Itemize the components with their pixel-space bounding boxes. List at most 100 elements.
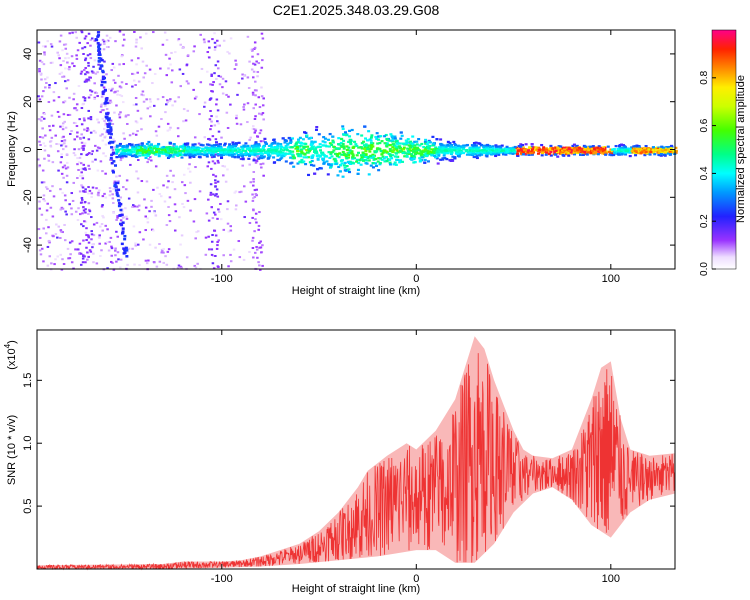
heatmap-cell — [349, 138, 353, 142]
heatmap-cell — [271, 151, 275, 154]
heatmap-cell — [255, 248, 259, 251]
heatmap-cell — [156, 98, 160, 101]
heatmap-cell — [152, 260, 156, 263]
heatmap-cell — [584, 145, 588, 148]
heatmap-cell — [116, 216, 119, 219]
heatmap-cell — [217, 161, 220, 164]
heatmap-cell — [86, 258, 89, 261]
heatmap-cell — [114, 247, 117, 250]
heatmap-cell — [260, 155, 264, 158]
heatmap-cell — [104, 122, 107, 125]
heatmap-cell — [103, 76, 107, 80]
heatmap-cell — [150, 151, 154, 154]
heatmap-cell — [254, 103, 257, 106]
heatmap-cell — [244, 149, 248, 153]
heatmap-cell — [345, 165, 349, 168]
heatmap-cell — [226, 208, 229, 211]
heatmap-cell — [61, 125, 65, 128]
heatmap-cell — [246, 35, 250, 38]
heatmap-cell — [257, 147, 261, 150]
heatmap-cell — [83, 200, 87, 203]
heatmap-cell — [208, 118, 212, 121]
heatmap-cell — [391, 143, 395, 146]
heatmap-cell — [210, 207, 214, 210]
heatmap-cell — [154, 150, 158, 154]
heatmap-cell — [58, 72, 62, 75]
heatmap-cell — [48, 129, 52, 132]
heatmap-cell — [210, 120, 213, 123]
heatmap-cell — [212, 81, 215, 84]
heatmap-cell — [49, 61, 53, 64]
heatmap-cell — [85, 234, 88, 237]
heatmap-cell — [195, 231, 198, 234]
heatmap-cell — [70, 261, 74, 264]
heatmap-cell — [90, 153, 93, 156]
heatmap-cell — [104, 242, 107, 245]
heatmap-cell — [88, 76, 91, 79]
heatmap-cell — [307, 173, 311, 177]
heatmap-cell — [221, 77, 225, 80]
heatmap-cell — [665, 146, 669, 149]
heatmap-cell — [295, 145, 299, 149]
heatmap-cell — [356, 133, 360, 136]
heatmap-cell — [576, 148, 580, 151]
heatmap-cell — [212, 254, 215, 257]
heatmap-cell — [136, 243, 140, 246]
heatmap-cell — [50, 136, 54, 139]
heatmap-cell — [196, 230, 200, 233]
heatmap-cell — [248, 221, 252, 224]
heatmap-cell — [92, 261, 95, 264]
heatmap-cell — [272, 152, 276, 155]
heatmap-cell — [254, 94, 257, 97]
heatmap-cell — [103, 80, 107, 84]
heatmap-cell — [146, 161, 149, 164]
heatmap-cell — [230, 145, 234, 148]
heatmap-cell — [314, 128, 318, 131]
heatmap-cell — [284, 144, 288, 148]
heatmap-cell — [573, 153, 577, 156]
heatmap-cell — [178, 150, 182, 153]
heatmap-cell — [436, 148, 440, 152]
heatmap-cell — [57, 115, 61, 118]
heatmap-cell — [111, 169, 115, 173]
heatmap-cell — [328, 132, 332, 136]
heatmap-cell — [530, 153, 534, 156]
heatmap-cell — [219, 146, 223, 149]
heatmap-cell — [212, 173, 215, 176]
heatmap-cell — [664, 147, 668, 150]
heatmap-cell — [270, 142, 274, 145]
heatmap-cell — [389, 139, 393, 142]
heatmap-cell — [99, 111, 102, 114]
heatmap-cell — [39, 143, 42, 146]
heatmap-cell — [61, 75, 64, 78]
heatmap-cell — [184, 154, 188, 157]
heatmap-cell — [342, 147, 346, 150]
heatmap-cell — [113, 180, 117, 183]
heatmap-cell — [313, 172, 317, 175]
heatmap-cell — [54, 134, 57, 137]
heatmap-cell — [121, 221, 125, 224]
heatmap-cell — [225, 111, 229, 114]
heatmap-cell — [174, 145, 178, 148]
heatmap-cell — [217, 122, 220, 125]
heatmap-cell — [611, 151, 615, 154]
heatmap-cell — [655, 146, 659, 149]
heatmap-cell — [564, 149, 568, 152]
heatmap-cell — [207, 143, 211, 146]
heatmap-cell — [260, 86, 263, 89]
heatmap-cell — [456, 148, 460, 151]
heatmap-cell — [198, 152, 202, 155]
heatmap-cell — [116, 180, 119, 183]
heatmap-cell — [69, 253, 72, 256]
heatmap-cell — [157, 155, 161, 158]
heatmap-cell — [157, 153, 161, 156]
heatmap-cell — [322, 136, 326, 139]
heatmap-cell — [149, 115, 152, 118]
heatmap-cell — [590, 147, 594, 151]
heatmap-cell — [173, 203, 177, 206]
x-tick-label: 0 — [413, 573, 419, 585]
heatmap-cell — [80, 196, 84, 199]
heatmap-cell — [203, 153, 207, 157]
heatmap-cell — [499, 151, 503, 154]
heatmap-cell — [62, 43, 66, 46]
